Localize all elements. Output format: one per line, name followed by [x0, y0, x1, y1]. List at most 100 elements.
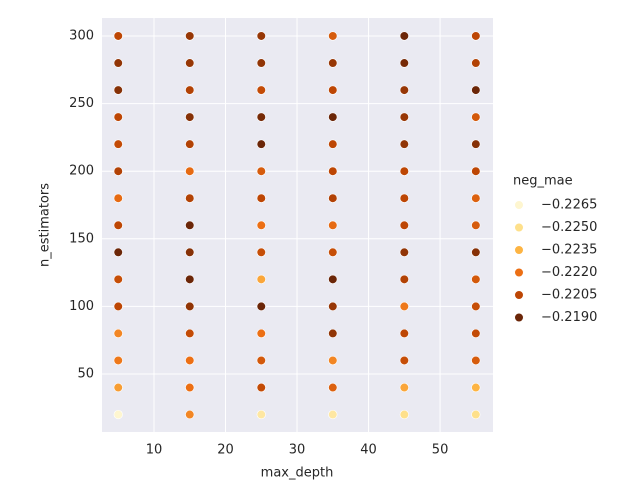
point	[185, 166, 195, 176]
point	[256, 220, 266, 230]
point	[471, 112, 481, 122]
point	[328, 193, 338, 203]
point	[328, 58, 338, 68]
point	[399, 409, 409, 420]
point	[256, 112, 266, 122]
point	[399, 139, 409, 149]
point	[256, 58, 266, 68]
y-tick-label: 100	[69, 299, 94, 314]
x-axis-label: max_depth	[261, 466, 334, 481]
point	[328, 355, 338, 366]
point	[399, 31, 409, 41]
point	[471, 166, 481, 176]
point	[113, 274, 123, 284]
legend-title: neg_mae	[513, 174, 573, 189]
point	[328, 85, 338, 95]
point	[113, 328, 123, 339]
point	[113, 409, 123, 420]
point	[185, 382, 195, 393]
point	[185, 247, 195, 257]
point	[256, 409, 266, 420]
point	[399, 166, 409, 176]
x-tick-label: 50	[432, 443, 449, 458]
point	[471, 31, 481, 41]
point	[399, 58, 409, 68]
point	[113, 58, 123, 68]
point	[256, 31, 266, 41]
point	[185, 301, 195, 311]
x-tick-label: 10	[146, 443, 163, 458]
point	[113, 247, 123, 257]
legend-marker	[514, 290, 524, 300]
point	[113, 220, 123, 230]
point	[185, 31, 195, 41]
point	[185, 355, 195, 366]
point	[328, 112, 338, 122]
point	[471, 247, 481, 257]
point	[185, 328, 195, 339]
point	[399, 112, 409, 122]
point	[471, 58, 481, 68]
point	[256, 193, 266, 203]
point	[399, 193, 409, 203]
point	[328, 166, 338, 176]
point	[399, 355, 409, 366]
point	[185, 85, 195, 95]
point	[113, 355, 123, 366]
point	[185, 409, 195, 420]
point	[185, 274, 195, 284]
legend-label: −0.2190	[541, 310, 597, 325]
point	[328, 247, 338, 257]
point	[256, 247, 266, 257]
point	[471, 85, 481, 95]
point	[185, 112, 195, 122]
y-axis-label: n_estimators	[38, 183, 53, 267]
point	[185, 58, 195, 68]
point	[113, 85, 123, 95]
point	[328, 220, 338, 230]
point	[399, 247, 409, 257]
point	[328, 31, 338, 41]
point	[113, 31, 123, 41]
legend-label: −0.2265	[541, 198, 597, 213]
point	[185, 220, 195, 230]
point	[256, 328, 266, 339]
point	[113, 382, 123, 393]
legend-marker	[514, 200, 524, 210]
point	[256, 355, 266, 366]
point	[399, 382, 409, 393]
y-tick-label: 200	[69, 164, 94, 179]
point	[113, 139, 123, 149]
legend-label: −0.2250	[541, 220, 597, 235]
point	[471, 274, 481, 284]
legend-label: −0.2205	[541, 288, 597, 303]
point	[328, 382, 338, 393]
point	[399, 328, 409, 339]
point	[113, 301, 123, 311]
point	[471, 355, 481, 366]
point	[185, 139, 195, 149]
legend-marker	[514, 245, 524, 255]
point	[113, 112, 123, 122]
point	[471, 328, 481, 339]
legend-marker	[514, 267, 524, 278]
legend-label: −0.2235	[541, 243, 597, 258]
point	[399, 274, 409, 284]
point	[471, 193, 481, 203]
point	[471, 301, 481, 311]
point	[399, 220, 409, 230]
y-tick-label: 50	[77, 366, 94, 381]
y-tick-label: 250	[69, 96, 94, 111]
point	[256, 301, 266, 311]
point	[399, 301, 409, 311]
point	[328, 409, 338, 420]
point	[471, 139, 481, 149]
x-tick-label: 40	[360, 443, 377, 458]
point	[256, 274, 266, 284]
x-tick-label: 20	[217, 443, 234, 458]
y-tick-label: 150	[69, 231, 94, 246]
point	[328, 301, 338, 311]
legend-marker	[514, 222, 524, 233]
point	[471, 409, 481, 420]
